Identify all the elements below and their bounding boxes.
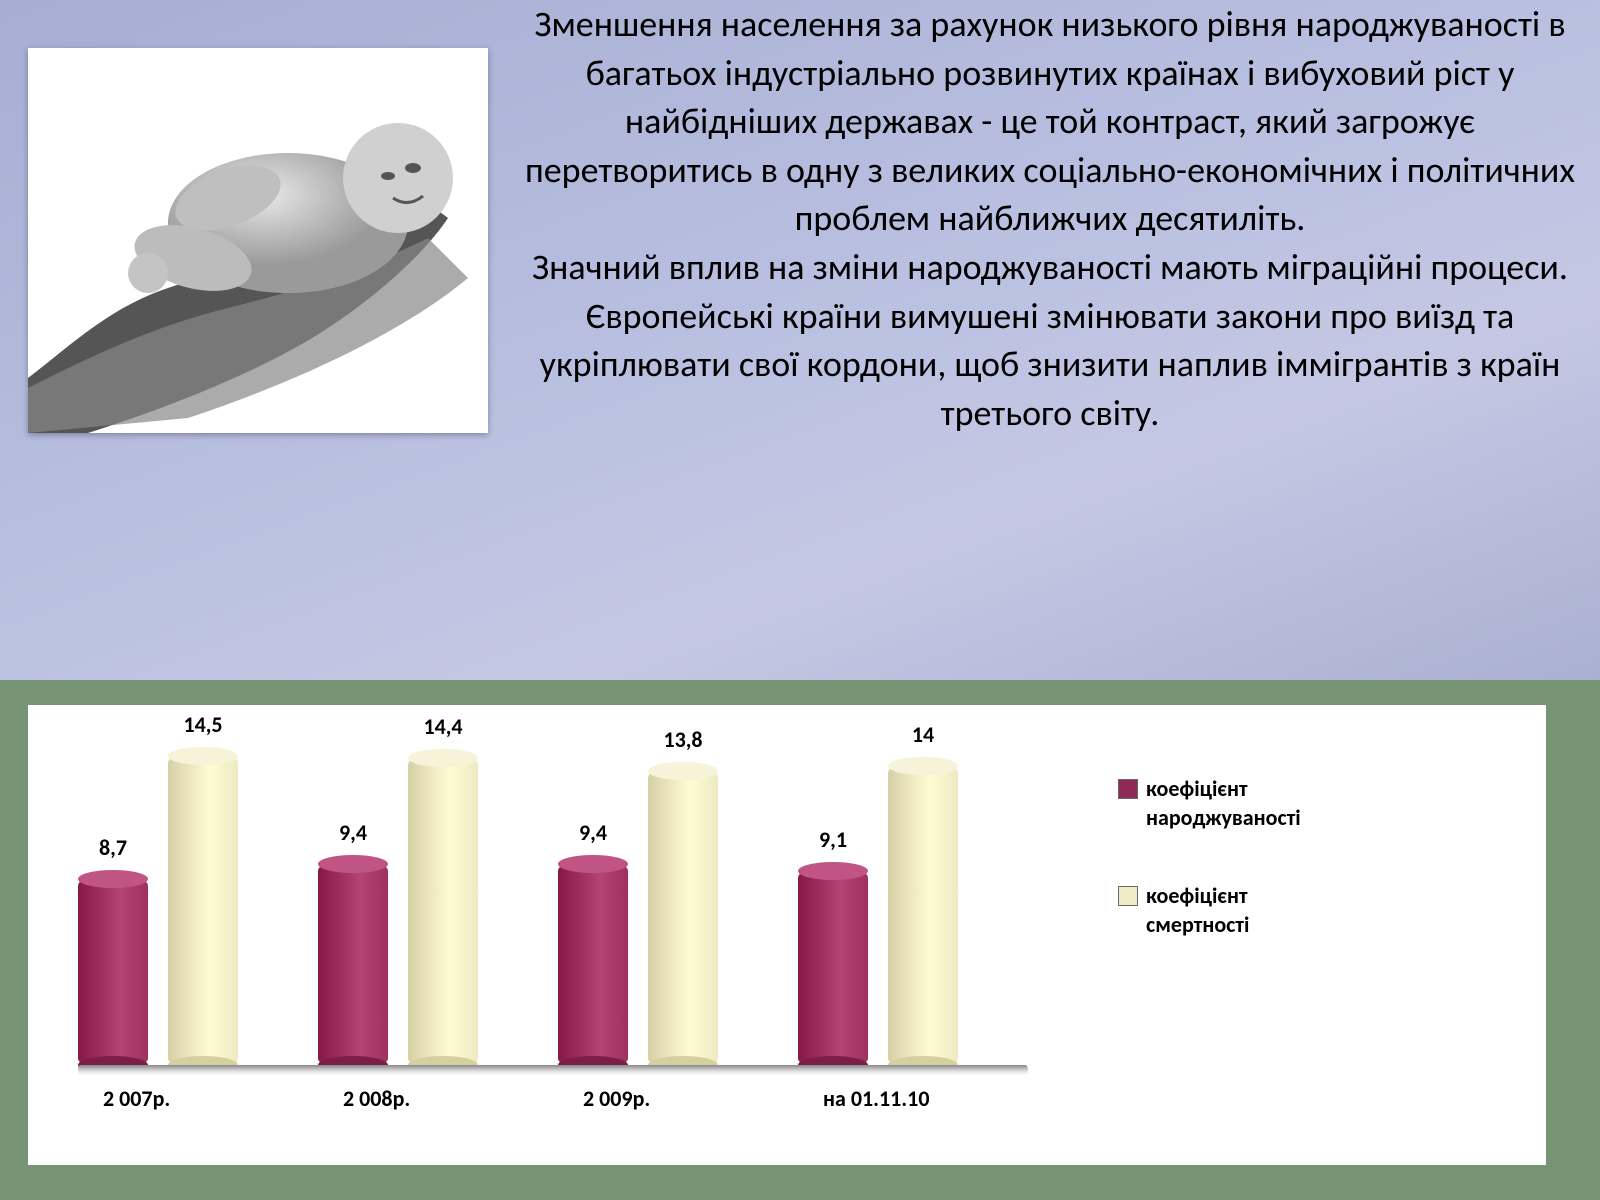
chart-bar bbox=[78, 879, 148, 1065]
legend-swatch bbox=[1118, 886, 1138, 906]
chart-x-label: 2 009р. bbox=[583, 1085, 650, 1112]
legend-swatch bbox=[1118, 779, 1138, 799]
legend-label: коефіцієнтсмертності bbox=[1146, 882, 1249, 939]
chart-x-labels: 2 007р. 2 008р. 2 009р. на 01.11.10 bbox=[78, 1085, 1028, 1125]
chart-bar bbox=[888, 766, 958, 1065]
chart-value-label: 9,4 bbox=[308, 819, 398, 846]
chart-value-label: 14,5 bbox=[158, 711, 248, 738]
chart-bar bbox=[318, 864, 388, 1065]
chart-value-label: 14 bbox=[878, 721, 968, 748]
chart-bar bbox=[168, 756, 238, 1065]
chart-bar bbox=[798, 871, 868, 1065]
chart-plot-area: 8,714,59,414,49,413,89,114 bbox=[78, 745, 1028, 1065]
chart-legend: коефіцієнтнароджуваності коефіцієнтсмертн… bbox=[1118, 775, 1301, 989]
chart-value-label: 13,8 bbox=[638, 726, 728, 753]
chart-value-label: 9,1 bbox=[788, 826, 878, 853]
chart-x-label: на 01.11.10 bbox=[823, 1085, 930, 1112]
top-panel: Зменшення населення за рахунок низького … bbox=[0, 0, 1600, 680]
main-paragraph: Зменшення населення за рахунок низького … bbox=[520, 0, 1580, 437]
legend-label: коефіцієнтнароджуваності bbox=[1146, 775, 1301, 832]
chart-value-label: 8,7 bbox=[68, 834, 158, 861]
chart-container: 8,714,59,414,49,413,89,114 2 007р.2 008р… bbox=[28, 705, 1546, 1165]
legend-row: коефіцієнтнароджуваності bbox=[1118, 775, 1301, 832]
baby-photo-svg bbox=[28, 48, 488, 433]
baby-photo bbox=[28, 48, 488, 433]
chart-bar bbox=[648, 771, 718, 1065]
chart-baseline bbox=[78, 1065, 1028, 1075]
chart-bar bbox=[408, 758, 478, 1065]
chart-value-label: 14,4 bbox=[398, 713, 488, 740]
chart-x-label: 2 008р. bbox=[343, 1085, 410, 1112]
legend-row: коефіцієнтсмертності bbox=[1118, 882, 1301, 939]
chart-bar bbox=[558, 864, 628, 1065]
chart-value-label: 9,4 bbox=[548, 819, 638, 846]
chart-x-label: 2 007р. bbox=[103, 1085, 170, 1112]
